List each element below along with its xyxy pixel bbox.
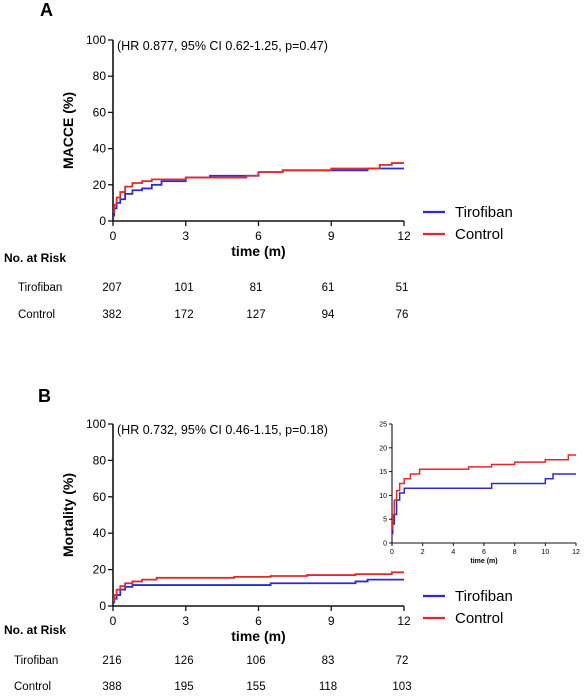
risk-value: 126 [174,655,193,667]
inset-series-line-tirofiban [392,473,576,535]
series-line-control [113,571,404,602]
inset-x-tick-label: 12 [572,549,580,556]
y-tick-label: 20 [93,563,107,577]
inset-y-tick-label: 0 [383,541,387,548]
risk-value: 94 [322,309,335,321]
risk-value: 101 [174,282,193,294]
risk-table-title: No. at Risk [4,251,66,265]
panel-a-letter: A [40,0,53,20]
risk-value: 207 [102,282,121,294]
y-tick-label: 60 [93,105,107,119]
inset-x-axis-title: time (m) [470,558,497,565]
x-tick-label: 0 [110,229,117,243]
panel-a-macce: 0 20 40 60 80 100 0 3 6 9 12 MACCE (%) time (m) (HR 0… [4,33,513,321]
inset-x-tick-label: 10 [541,549,549,556]
y-tick-label: 100 [86,417,106,431]
hazard-ratio-annotation: (HR 0.732, 95% CI 0.46-1.15, p=0.18) [117,423,328,437]
x-tick-label: 12 [397,614,411,628]
x-tick-label: 9 [328,229,335,243]
risk-value: 106 [246,655,265,667]
risk-row-label: Tirofiban [18,282,62,294]
legend-label: Control [455,226,503,243]
inset-x-tick-label: 4 [451,549,455,556]
risk-value: 103 [392,681,411,693]
risk-value: 127 [246,309,265,321]
inset-chart: 0 5 10 15 20 25 0 2 4 6 8 10 12 time (m) [379,422,580,566]
inset-x-tick-label: 6 [482,549,486,556]
risk-value: 72 [396,655,409,667]
legend-label: Control [455,610,503,627]
risk-value: 388 [102,681,121,693]
inset-series-line-control [392,454,576,530]
legend-label: Tirofiban [455,588,513,605]
x-tick-label: 3 [182,614,189,628]
risk-value: 195 [174,681,193,693]
y-tick-label: 0 [99,599,106,613]
y-tick-label: 40 [93,142,107,156]
x-axis-title: time (m) [231,243,285,259]
risk-value: 81 [250,282,263,294]
y-axis-title: MACCE (%) [60,92,76,169]
risk-row-label: Tirofiban [14,655,58,667]
x-tick-label: 3 [182,229,189,243]
y-tick-label: 60 [93,490,107,504]
y-tick-label: 100 [86,33,106,47]
inset-y-tick-label: 20 [379,445,387,452]
risk-row-label: Control [14,681,51,693]
risk-table-title: No. at Risk [4,623,66,637]
y-tick-label: 0 [99,214,106,228]
risk-value: 118 [319,681,337,693]
risk-value: 61 [322,282,335,294]
risk-value: 172 [174,309,193,321]
inset-y-tick-label: 5 [383,517,387,524]
y-tick-label: 20 [93,178,107,192]
panel-b-letter: B [38,386,51,406]
y-tick-label: 40 [93,526,107,540]
x-axis-title: time (m) [231,628,285,644]
risk-value: 216 [102,655,121,667]
y-axis-title: Mortality (%) [60,473,76,557]
inset-y-tick-label: 15 [379,469,387,476]
risk-value: 51 [396,282,409,294]
y-tick-label: 80 [93,453,107,467]
inset-x-tick-label: 8 [513,549,517,556]
risk-row-label: Control [18,309,55,321]
x-tick-label: 12 [397,229,411,243]
inset-x-tick-label: 2 [421,549,425,556]
x-tick-label: 0 [110,614,117,628]
x-tick-label: 9 [328,614,335,628]
series-line-tirofiban [113,578,404,604]
series-line-control [113,162,404,213]
inset-x-tick-label: 0 [390,549,394,556]
x-tick-label: 6 [255,229,262,243]
inset-y-tick-label: 10 [379,493,387,500]
inset-y-tick-label: 25 [379,422,387,429]
risk-value: 83 [322,655,335,667]
risk-value: 76 [396,309,409,321]
legend-label: Tirofiban [455,204,513,221]
x-tick-label: 6 [255,614,262,628]
y-tick-label: 80 [93,69,107,83]
risk-value: 155 [246,681,265,693]
risk-value: 382 [102,309,121,321]
hazard-ratio-annotation: (HR 0.877, 95% CI 0.62-1.25, p=0.47) [117,39,328,53]
